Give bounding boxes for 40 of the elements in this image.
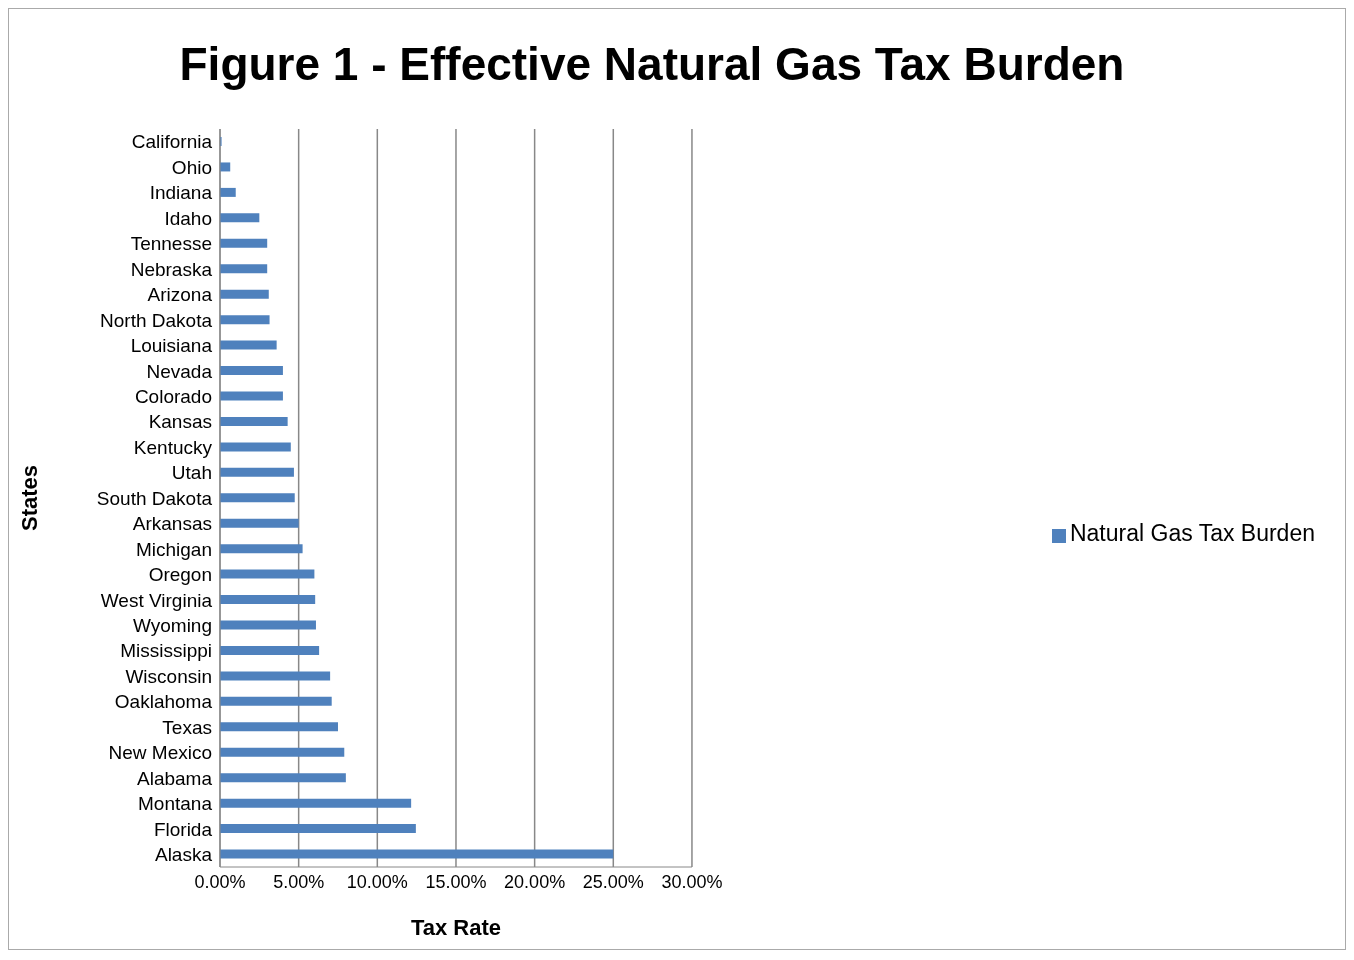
y-tick-label: South Dakota [96,487,213,509]
x-tick-label: 25.00% [582,871,644,892]
y-tick-label: North Dakota [100,309,213,331]
y-tick-label: Florida [153,818,213,840]
y-tick-label: Kansas [148,411,212,433]
y-tick-label: Wisconsin [125,665,212,687]
y-tick-label: Montana [138,793,213,815]
y-tick-label: Tennesse [130,233,212,255]
y-tick-label: Arizona [147,284,213,306]
y-tick-label: Louisiana [130,335,213,357]
chart-title: Figure 1 - Effective Natural Gas Tax Burden [178,37,1126,92]
y-axis-title: States [16,464,42,532]
y-tick-label: Alaska [154,844,213,866]
x-tick-label: 20.00% [504,871,566,892]
y-tick-label: Wyoming [132,614,212,636]
y-tick-label: Oregon [148,564,212,586]
x-tick-label: 15.00% [425,871,487,892]
x-tick-label: 5.00% [273,871,325,892]
x-axis-title: Tax Rate [410,915,502,940]
y-tick-label: West Virginia [100,589,213,611]
y-tick-label: California [131,131,213,153]
y-tick-label: Oaklahoma [114,691,213,713]
y-tick-label: Idaho [164,207,212,229]
legend-label: Natural Gas Tax Burden [1069,519,1315,546]
x-tick-label: 10.00% [346,871,408,892]
x-tick-label: 0.00% [194,871,246,892]
y-tick-label: Utah [171,462,212,484]
y-tick-label: Kentucky [133,436,213,458]
y-tick-label: Texas [162,716,212,738]
y-tick-label: Indiana [149,182,213,204]
y-tick-label: Nevada [146,360,213,382]
y-tick-label: Alabama [137,767,213,789]
y-tick-label: Mississippi [120,640,212,662]
y-tick-label: Michigan [135,538,212,560]
y-tick-label: Ohio [171,156,212,178]
y-tick-label: Colorado [134,385,212,407]
x-tick-label: 30.00% [661,871,723,892]
y-tick-label: Arkansas [132,513,212,535]
y-tick-label: New Mexico [108,742,212,764]
y-tick-label: Nebraska [130,258,213,280]
